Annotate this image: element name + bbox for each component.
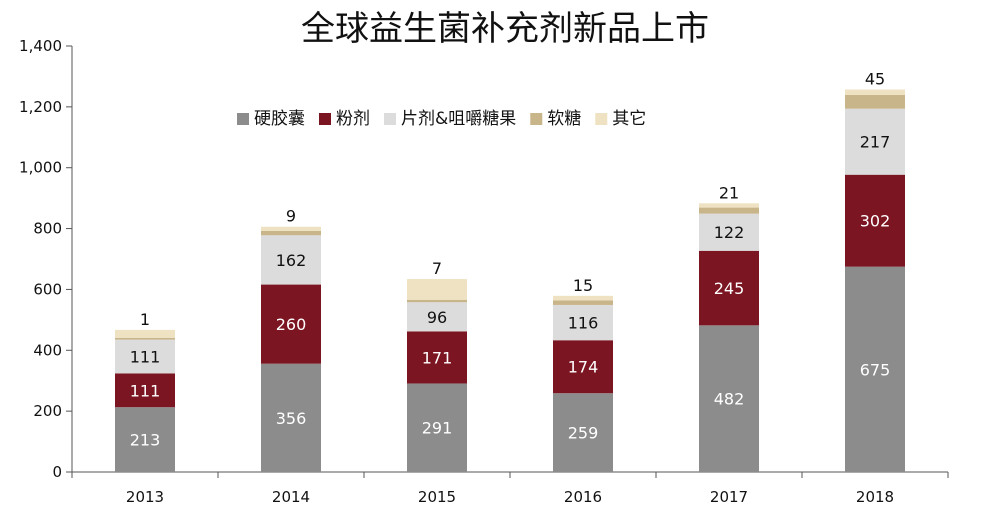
x-tick-label: 2013 xyxy=(126,488,164,506)
bar-segment xyxy=(115,373,175,408)
legend-swatch xyxy=(319,113,331,125)
bar-segment xyxy=(553,340,613,394)
legend-entry: 硬胶囊 xyxy=(254,109,305,129)
bars xyxy=(115,89,905,472)
data-label: 111 xyxy=(130,348,161,367)
bar-segment xyxy=(261,231,321,236)
bar-segment xyxy=(699,207,759,214)
data-label: 111 xyxy=(130,381,161,400)
y-tick-label: 200 xyxy=(33,402,62,420)
bar-segment xyxy=(407,302,467,332)
top-data-label: 45 xyxy=(865,70,885,89)
bar-segment xyxy=(115,339,175,374)
bar-segment xyxy=(845,89,905,95)
data-label: 162 xyxy=(276,251,307,270)
y-tick-label: 600 xyxy=(33,280,62,298)
legend-swatch xyxy=(384,113,396,125)
legend-swatch xyxy=(530,113,543,125)
bar-segment xyxy=(553,300,613,305)
chart-title: 全球益生菌补充剂新品上市 xyxy=(301,9,709,49)
bar-segment xyxy=(553,295,613,301)
bar-segment xyxy=(115,329,175,338)
bar-segment xyxy=(845,266,905,472)
data-label: 356 xyxy=(276,409,307,428)
bar-segment xyxy=(699,203,759,208)
data-label: 174 xyxy=(568,358,599,377)
bar-segment xyxy=(407,331,467,384)
y-tick-label: 0 xyxy=(52,463,62,481)
top-data-label: 21 xyxy=(719,183,739,202)
y-tick-label: 800 xyxy=(33,220,62,238)
x-tick-label: 2015 xyxy=(418,488,456,506)
bar-segment xyxy=(115,337,175,340)
data-label: 96 xyxy=(427,308,447,327)
y-tick-label: 1,200 xyxy=(19,98,62,116)
data-label: 171 xyxy=(422,348,453,367)
bar-segment xyxy=(553,304,613,341)
data-label: 675 xyxy=(860,360,891,379)
bar-segment xyxy=(407,279,467,300)
legend-entry: 其它 xyxy=(612,109,646,129)
y-tick-label: 400 xyxy=(33,341,62,359)
bar-segment xyxy=(261,226,321,232)
top-data-label: 7 xyxy=(432,259,442,278)
data-label: 302 xyxy=(860,212,891,231)
bar-segment xyxy=(699,250,759,326)
data-label: 245 xyxy=(714,279,745,298)
bar-segment xyxy=(407,299,467,303)
bar-segment xyxy=(261,363,321,472)
data-label: 291 xyxy=(422,419,453,438)
bar-segment xyxy=(845,108,905,175)
data-label: 116 xyxy=(568,314,599,333)
top-data-label: 15 xyxy=(573,276,593,295)
top-data-label: 9 xyxy=(286,207,296,226)
bar-segment xyxy=(261,235,321,285)
legend-swatch xyxy=(237,113,249,125)
data-labels: 2131111111356260162929117196725917411615… xyxy=(130,70,891,450)
axes: 0 200 400 600 800 1,000 1,200 1,400 2013 2014 2015… xyxy=(19,37,949,506)
y-tick-label: 1,000 xyxy=(19,159,62,177)
data-label: 217 xyxy=(860,133,891,152)
data-label: 482 xyxy=(714,390,745,409)
bar-segment xyxy=(845,174,905,267)
x-tick-label: 2014 xyxy=(272,488,310,506)
legend-entry: 片剂&咀嚼糖果 xyxy=(401,109,516,129)
y-tick-label: 1,400 xyxy=(19,37,62,55)
bar-segment xyxy=(699,325,759,472)
legend-swatch xyxy=(595,113,608,125)
bar-segment xyxy=(845,94,905,109)
data-label: 259 xyxy=(568,424,599,443)
bar-segment xyxy=(115,407,175,472)
data-label: 213 xyxy=(130,431,161,450)
legend-entry: 软糖 xyxy=(547,109,581,129)
bar-segment xyxy=(553,393,613,472)
top-data-label: 1 xyxy=(140,310,150,329)
x-tick-label: 2017 xyxy=(710,488,748,506)
legend: 硬胶囊 粉剂 片剂&咀嚼糖果 软糖 其它 xyxy=(237,109,646,129)
data-label: 122 xyxy=(714,223,745,242)
x-tick-label: 2016 xyxy=(564,488,602,506)
bar-segment xyxy=(261,284,321,364)
bar-segment xyxy=(699,213,759,251)
legend-entry: 粉剂 xyxy=(336,109,370,129)
x-tick-label: 2018 xyxy=(856,488,894,506)
bar-segment xyxy=(407,383,467,472)
data-label: 260 xyxy=(276,315,307,334)
